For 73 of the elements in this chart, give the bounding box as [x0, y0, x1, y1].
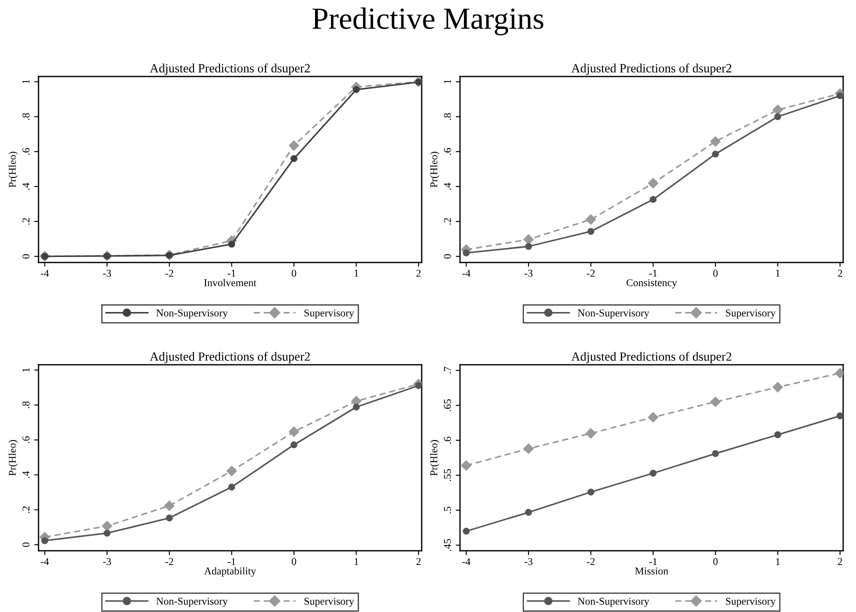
y-tick-label: .2: [22, 506, 30, 513]
x-tick-label: 0: [713, 558, 718, 566]
chart-title: Adjusted Predictions of dsuper2: [150, 352, 310, 364]
y-tick-label: .5: [444, 506, 451, 514]
chart-title: Adjusted Predictions of dsuper2: [571, 352, 732, 364]
y-axis-title: Pr(Hleo): [8, 152, 18, 188]
y-tick-label: .8: [444, 113, 451, 120]
y-axis-title: Pr(Hleo): [430, 152, 440, 188]
legend-label: Supervisory: [304, 598, 354, 607]
x-tick-label: 1: [776, 270, 780, 277]
x-tick-label: -3: [524, 270, 532, 277]
x-tick-label: -4: [462, 558, 470, 565]
y-tick-label: 1: [22, 368, 30, 372]
x-tick-label: 2: [838, 270, 842, 277]
y-tick-label: .4: [22, 182, 30, 190]
y-tick-label: .2: [444, 218, 451, 225]
y-tick-label: .65: [444, 399, 451, 412]
x-axis-title: Consistency: [626, 279, 677, 288]
y-tick-label: .6: [444, 148, 451, 155]
y-tick-label: .8: [22, 113, 30, 120]
y-tick-label: 0: [22, 254, 30, 259]
y-tick-label: 1: [444, 80, 451, 84]
x-tick-label: -3: [103, 270, 111, 277]
x-axis-title: Involvement: [204, 278, 256, 286]
x-tick-label: -2: [165, 270, 174, 277]
x-tick-label: -2: [586, 270, 595, 277]
x-tick-label: -4: [40, 558, 49, 565]
x-tick-label: 1: [776, 558, 780, 565]
x-tick-label: 1: [354, 270, 358, 277]
legend-label: Non-Supervisory: [156, 598, 228, 607]
x-tick-label: 2: [416, 558, 421, 565]
y-tick-label: .4: [444, 182, 451, 190]
y-tick-label: 0: [22, 542, 30, 547]
legend-label: Non-Supervisory: [578, 598, 650, 607]
y-tick-label: 1: [22, 80, 30, 84]
x-tick-label: 1: [354, 558, 358, 565]
x-axis-title: Adaptability: [204, 567, 256, 577]
text: Predictive Margins: [312, 8, 544, 36]
x-tick-label: -1: [649, 558, 657, 565]
x-tick-label: -3: [103, 558, 111, 566]
legend-label: Supervisory: [304, 309, 354, 319]
x-tick-label: 0: [713, 270, 718, 277]
y-tick-label: .6: [444, 436, 451, 444]
x-axis-title: Mission: [635, 568, 668, 575]
y-tick-label: .8: [22, 401, 30, 408]
y-axis-title: Pr(Hleo): [8, 440, 18, 476]
y-tick-label: 0: [444, 254, 451, 259]
y-tick-label: .7: [444, 366, 451, 374]
y-tick-label: .2: [22, 218, 30, 225]
x-tick-label: 0: [292, 558, 296, 566]
x-tick-label: -4: [462, 270, 470, 277]
x-tick-label: 2: [838, 558, 842, 565]
y-tick-label: .4: [22, 471, 30, 478]
y-tick-label: .6: [22, 148, 30, 155]
x-tick-label: -1: [228, 270, 236, 277]
x-tick-label: -1: [228, 558, 236, 565]
y-tick-label: .45: [444, 539, 451, 552]
x-tick-label: -3: [524, 558, 532, 566]
legend-label: Supervisory: [726, 598, 776, 607]
x-tick-label: 2: [416, 270, 421, 277]
x-tick-label: -4: [40, 270, 49, 277]
y-tick-label: .55: [444, 469, 451, 482]
x-tick-label: -1: [649, 270, 657, 277]
x-tick-label: 0: [292, 270, 296, 277]
x-tick-label: -2: [165, 558, 174, 565]
chart-title: Adjusted Predictions of dsuper2: [571, 64, 732, 75]
x-tick-label: -2: [586, 558, 595, 565]
y-tick-label: .6: [22, 436, 30, 444]
chart-title: Adjusted Predictions of dsuper2: [150, 64, 310, 75]
legend-label: Non-Supervisory: [156, 309, 228, 319]
legend-label: Non-Supervisory: [578, 309, 650, 319]
y-axis-title: Pr(Hleo): [430, 440, 440, 476]
legend-label: Supervisory: [726, 309, 776, 319]
